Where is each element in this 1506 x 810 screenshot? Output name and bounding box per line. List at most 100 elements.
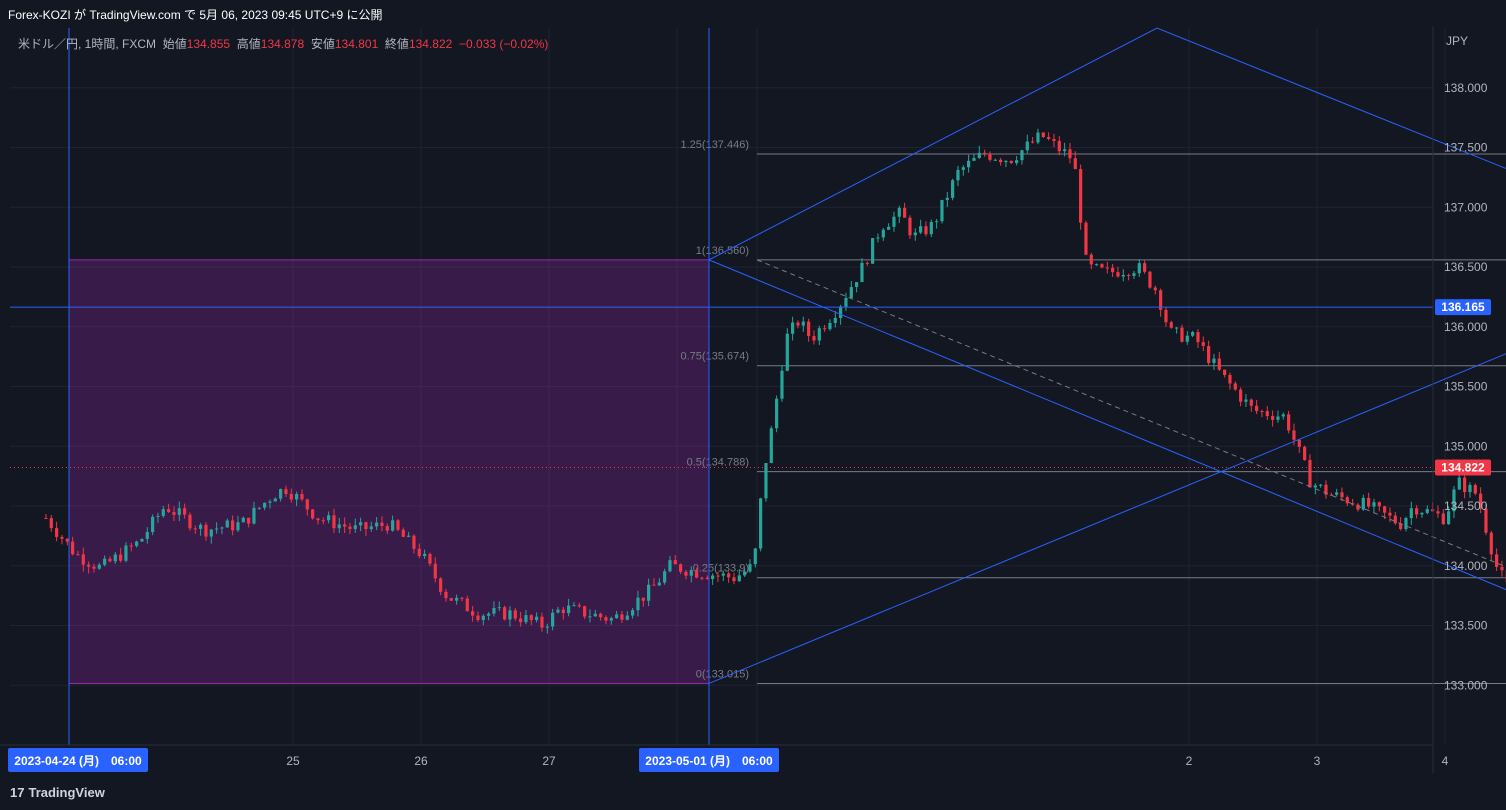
candle-body [327, 515, 331, 521]
candle-body [492, 608, 496, 614]
candle-body [1228, 374, 1232, 384]
candle-body [449, 598, 453, 601]
candle-body [780, 370, 784, 399]
candle-body [684, 571, 688, 576]
candle-body [833, 317, 837, 323]
candle-body [620, 614, 624, 620]
fibonacci-retracement: 1.25(137.446) 1(136.560) 0.75(135.674) 0.5(… [68, 139, 1506, 684]
candle-body [615, 614, 619, 619]
candle-body [572, 605, 576, 607]
candle-body [1169, 322, 1173, 328]
tradingview-logo[interactable]: 17 TradingView [10, 785, 105, 800]
candle-body [1500, 566, 1504, 571]
candle-body [140, 538, 144, 542]
fib-level-label: 0.5(134.788) [687, 457, 749, 469]
candle-body [1335, 492, 1339, 495]
candle-body [524, 615, 528, 623]
candle-body [663, 571, 667, 583]
candle-body [1191, 332, 1195, 336]
candle-body [1020, 150, 1024, 161]
candle-body [732, 577, 736, 582]
fib-level-label: 0.75(135.674) [681, 351, 750, 363]
candle-body [124, 545, 128, 561]
candle-body [273, 498, 277, 502]
low-value: 134.801 [334, 37, 379, 51]
candle-body [145, 532, 149, 539]
candle-body [1265, 411, 1269, 417]
low-label: 安値 [310, 37, 335, 51]
candle-body [215, 528, 219, 530]
candle-body [1415, 508, 1419, 515]
candle-body [737, 575, 741, 582]
candle-body [81, 554, 85, 565]
candle-body [1463, 477, 1467, 493]
candle-body [759, 498, 763, 549]
candle-body [972, 158, 976, 161]
candle-body [1367, 497, 1371, 507]
candle-body [257, 507, 261, 509]
candle-body [417, 548, 421, 557]
candle-body [977, 152, 981, 159]
candle-body [1127, 274, 1131, 276]
candle-body [1143, 263, 1147, 272]
candle-body [556, 609, 560, 613]
candle-body [1372, 502, 1376, 507]
candle-body [151, 516, 155, 533]
candle-body [204, 524, 208, 537]
candle-body [433, 563, 437, 579]
highlight-box [68, 259, 710, 684]
candle-body [1479, 493, 1483, 509]
publish-line: Forex-KOZI が TradingView.com で 5月 06, 20… [8, 8, 383, 22]
price-axis[interactable]: 138.000 137.500 137.000 136.500 136.000 135.5… [1432, 26, 1491, 773]
open-label: 始値 [162, 37, 187, 51]
candle-body [1207, 346, 1211, 364]
candle-body [1399, 523, 1403, 530]
time-tick-label: 3 [1314, 754, 1321, 768]
candle-body [268, 501, 272, 503]
change-value: −0.033 (−0.02%) [459, 37, 549, 51]
candle-body [711, 575, 715, 580]
candle-body [748, 564, 752, 572]
candle-body [817, 328, 821, 341]
candle-body [993, 159, 997, 161]
candle-body [407, 535, 411, 537]
candle-body [1244, 399, 1248, 402]
candle-body [113, 554, 117, 562]
price-chart[interactable]: 1.25(137.446) 1(136.560) 0.75(135.674) 0.5(… [0, 26, 1506, 773]
candle-body [828, 322, 832, 330]
candle-body [1164, 309, 1168, 323]
candle-body [1132, 273, 1136, 276]
candle-body [871, 238, 875, 264]
date-marker-badge [8, 748, 148, 772]
candle-body [1329, 494, 1333, 496]
date-marker-text: 2023-04-24 (月) 06:00 [14, 754, 142, 768]
candle-body [753, 548, 757, 565]
candle-body [593, 613, 597, 617]
candle-body [999, 159, 1003, 163]
candle-body [1292, 430, 1296, 440]
candle-body [913, 232, 917, 236]
candle-body [1153, 287, 1157, 291]
price-tick-label: 134.000 [1444, 559, 1488, 573]
candle-body [577, 605, 581, 607]
fib-level-label: 1.25(137.446) [681, 139, 750, 151]
candle-body [983, 152, 987, 155]
candle-body [1255, 405, 1259, 412]
candle-body [487, 613, 491, 616]
candle-body [1036, 132, 1040, 143]
candle-body [727, 573, 731, 578]
price-tick-label: 133.000 [1444, 678, 1488, 692]
price-tick-label: 133.500 [1444, 619, 1488, 633]
candle-body [305, 499, 309, 510]
candle-body [1303, 446, 1307, 460]
candle-body [508, 610, 512, 620]
candle-body [1457, 477, 1461, 490]
candle-body [849, 286, 853, 298]
candle-body [1180, 327, 1184, 342]
candle-body [444, 591, 448, 599]
candle-body [988, 154, 992, 160]
price-label-text: 136.165 [1441, 300, 1485, 314]
candle-body [785, 333, 789, 371]
fib-level-label: 1(136.560) [696, 245, 749, 257]
